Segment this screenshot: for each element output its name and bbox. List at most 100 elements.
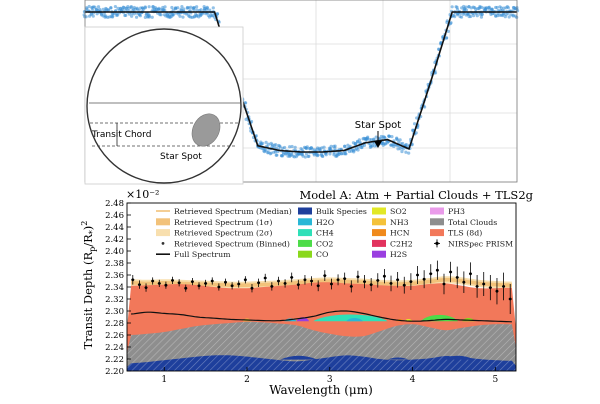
binned-spectrum-points (131, 260, 512, 314)
lc-data-point (268, 152, 272, 156)
lc-data-point (275, 153, 279, 157)
lc-data-point (312, 152, 316, 156)
legend-label: CH4 (316, 229, 334, 238)
lc-data-point (356, 145, 360, 149)
lc-data-point (259, 142, 263, 146)
y-tick-label: 2.30 (105, 307, 124, 317)
lc-data-point (156, 7, 161, 12)
legend-label: HCN (390, 229, 410, 238)
lc-data-point (467, 5, 471, 9)
nirspec-point (197, 284, 201, 288)
star-spot-arrow-head (374, 141, 382, 148)
legend-label: Full Spectrum (174, 250, 231, 259)
lc-data-point (129, 4, 133, 9)
legend-swatch-patch (156, 229, 170, 237)
lc-data-point (106, 15, 110, 19)
nirspec-point (164, 283, 168, 287)
lc-data-point (274, 143, 278, 147)
y-tick-label: 2.22 (105, 355, 124, 365)
lc-data-point (98, 7, 102, 11)
lc-data-point (320, 154, 324, 158)
lc-data-point (358, 140, 362, 145)
nirspec-point (224, 280, 227, 284)
legend-swatch-patch (372, 207, 386, 215)
inset-star-spot-label: Star Spot (160, 152, 202, 162)
nirspec-point (138, 283, 141, 286)
feature-ch4-0 (313, 314, 388, 322)
lc-data-point (478, 4, 482, 9)
lc-data-point (282, 145, 287, 150)
lc-data-point (180, 4, 184, 9)
lc-data-point (387, 134, 391, 138)
nirspec-point (369, 283, 373, 286)
y-tick-label: 2.28 (105, 319, 124, 329)
lc-data-point (171, 13, 175, 17)
lc-data-point (484, 6, 488, 10)
lc-data-point (93, 5, 97, 9)
y-tick-label: 2.20 (105, 367, 124, 377)
lc-data-point (106, 8, 110, 12)
lc-data-point (109, 6, 113, 10)
y-tick-label: 2.38 (105, 259, 124, 269)
nirspec-point (323, 274, 327, 277)
nirspec-point (204, 282, 208, 285)
nirspec-point (462, 280, 466, 284)
y-tick-label: 2.36 (105, 271, 124, 281)
lc-data-point (288, 145, 292, 149)
nirspec-point (131, 278, 135, 282)
nirspec-point (495, 289, 499, 293)
lc-data-point (190, 15, 194, 19)
nirspec-point (469, 272, 472, 276)
spectrum-panel: Model A: Atm + Partial Clouds + TLS2g ×1… (80, 188, 534, 397)
lc-data-point (459, 15, 464, 19)
lc-data-point (294, 155, 298, 159)
lc-data-point (324, 153, 328, 157)
lc-data-point (343, 144, 347, 148)
nirspec-point (157, 282, 161, 285)
lc-data-point (487, 7, 492, 11)
lc-data-point (455, 5, 459, 9)
nirspec-point (455, 276, 459, 279)
legend-swatch-patch (372, 239, 386, 247)
nirspec-point (250, 286, 254, 290)
lc-data-point (163, 8, 167, 12)
lc-data-point (392, 144, 396, 149)
y-tick-label: 2.32 (105, 295, 124, 305)
lc-data-point (85, 7, 89, 11)
lc-data-point (309, 146, 313, 150)
y-multiplier: ×10⁻² (126, 188, 159, 201)
legend-swatch-errorbar-dot (435, 241, 439, 245)
lc-data-point (293, 145, 297, 149)
legend-label: C2H2 (390, 239, 413, 248)
lc-data-point (168, 15, 172, 20)
lc-data-point (433, 71, 438, 75)
lc-data-point (352, 150, 356, 154)
lc-data-point (304, 146, 308, 150)
nirspec-point (263, 276, 267, 280)
retrieved-median-line (131, 279, 512, 286)
lc-data-point (266, 151, 270, 155)
y-tick-label: 2.24 (105, 343, 124, 353)
lc-data-point (480, 12, 484, 16)
spectrum-plot-area (127, 260, 516, 371)
lc-data-point (192, 6, 196, 10)
lc-data-point (115, 13, 119, 17)
lc-data-point (297, 152, 301, 156)
nirspec-point (488, 286, 492, 289)
lc-data-point (151, 5, 155, 9)
nirspec-point (184, 286, 188, 290)
lc-data-point (281, 152, 286, 156)
lc-data-point (407, 151, 411, 155)
lc-data-point (301, 154, 305, 158)
nirspec-point (442, 282, 446, 286)
nirspec-point (230, 284, 234, 288)
lc-data-point (490, 7, 494, 11)
lc-data-point (187, 6, 191, 10)
lc-data-point (267, 142, 271, 146)
lc-data-point (467, 12, 471, 16)
lc-data-point (91, 14, 95, 18)
lc-data-point (398, 138, 402, 142)
legend-swatch-patch (298, 239, 312, 247)
lc-data-point (124, 13, 128, 17)
y-axis-ticks: 2.20 2.22 2.24 2.26 2.28 2.30 2.32 2.34 2.36 2.38… (105, 199, 131, 377)
